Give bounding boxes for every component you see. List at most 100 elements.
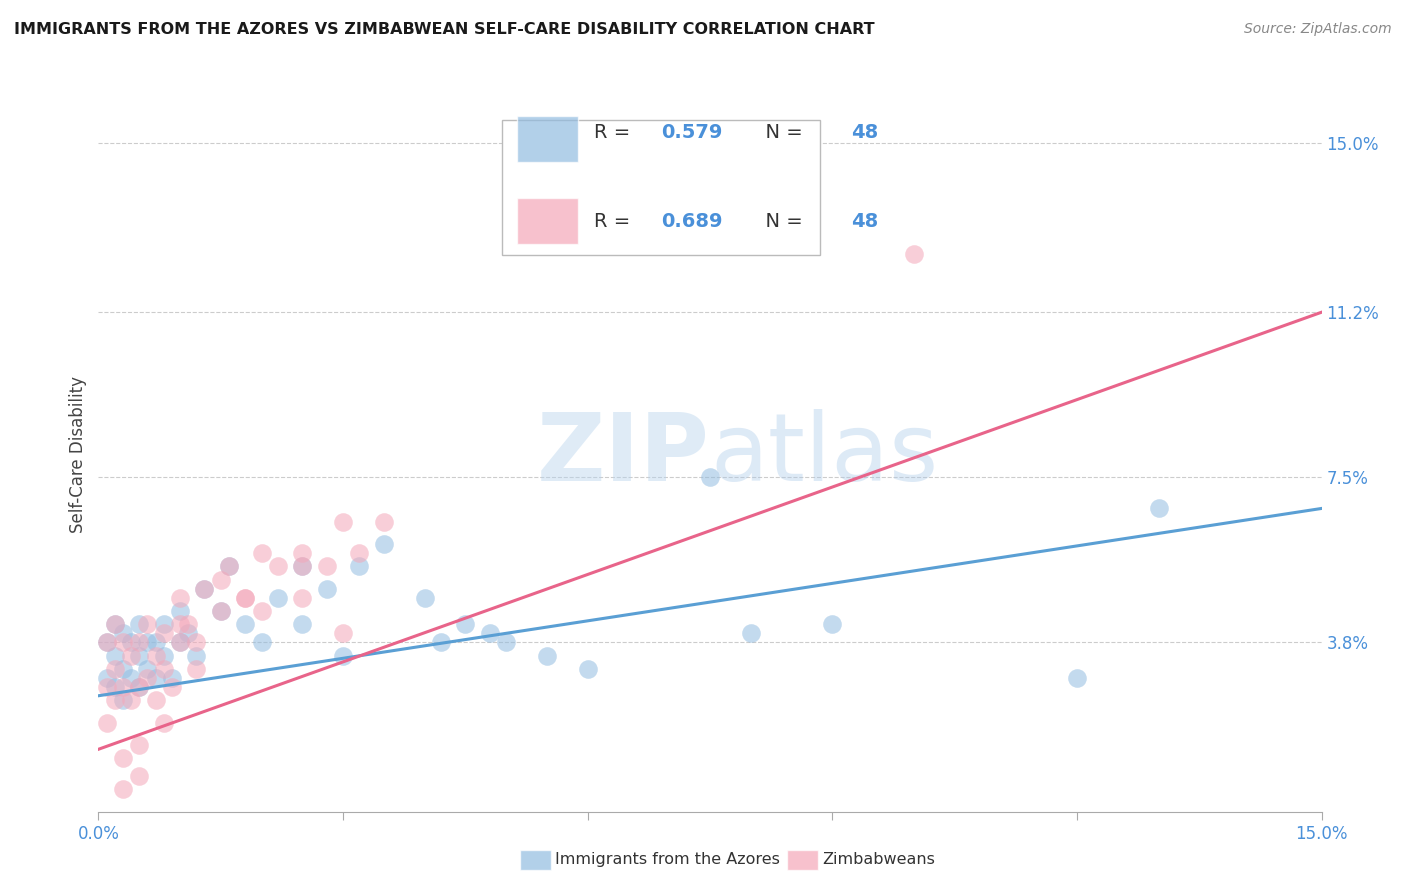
Point <box>495 635 517 649</box>
Point <box>349 559 371 574</box>
Point <box>104 617 127 632</box>
Point <box>536 648 558 663</box>
Point <box>128 680 150 694</box>
Point <box>160 671 183 685</box>
Point <box>104 680 127 694</box>
Text: ZIP: ZIP <box>537 409 710 501</box>
Point <box>740 626 762 640</box>
Point <box>177 626 200 640</box>
Point <box>136 635 159 649</box>
Point <box>96 680 118 694</box>
Point <box>373 537 395 551</box>
Point <box>152 715 174 730</box>
Text: Source: ZipAtlas.com: Source: ZipAtlas.com <box>1244 22 1392 37</box>
Point <box>160 680 183 694</box>
Point <box>169 591 191 605</box>
Point <box>145 648 167 663</box>
Point <box>193 582 215 596</box>
Point <box>576 662 599 676</box>
Text: IMMIGRANTS FROM THE AZORES VS ZIMBABWEAN SELF-CARE DISABILITY CORRELATION CHART: IMMIGRANTS FROM THE AZORES VS ZIMBABWEAN… <box>14 22 875 37</box>
Point <box>104 617 127 632</box>
Point <box>136 671 159 685</box>
Text: N =: N = <box>752 211 808 231</box>
Point <box>478 626 501 640</box>
Point <box>349 546 371 560</box>
Point <box>903 247 925 261</box>
Point <box>169 617 191 632</box>
Point <box>111 680 134 694</box>
Point <box>209 604 232 618</box>
Point <box>315 582 337 596</box>
Point <box>267 591 290 605</box>
Text: 0.579: 0.579 <box>661 122 723 142</box>
Text: R =: R = <box>593 122 637 142</box>
Point <box>186 648 208 663</box>
Point <box>315 559 337 574</box>
Point <box>96 671 118 685</box>
Point <box>250 635 273 649</box>
Point <box>699 470 721 484</box>
Point <box>145 671 167 685</box>
Point <box>111 751 134 765</box>
Point <box>128 680 150 694</box>
Point <box>128 635 150 649</box>
Point <box>413 591 436 605</box>
Point <box>104 662 127 676</box>
Point <box>1066 671 1088 685</box>
Point <box>128 769 150 783</box>
Point <box>128 738 150 752</box>
Point <box>111 782 134 797</box>
Point <box>332 626 354 640</box>
Point <box>1147 501 1170 516</box>
Y-axis label: Self-Care Disability: Self-Care Disability <box>69 376 87 533</box>
Point <box>218 559 240 574</box>
Point <box>120 693 142 707</box>
Point <box>96 635 118 649</box>
Point <box>128 648 150 663</box>
Point <box>145 635 167 649</box>
Point <box>291 591 314 605</box>
Text: Zimbabweans: Zimbabweans <box>823 853 935 867</box>
Point <box>120 648 142 663</box>
Point <box>332 648 354 663</box>
Point <box>111 635 134 649</box>
Point <box>291 559 314 574</box>
Text: 48: 48 <box>851 211 877 231</box>
Text: N =: N = <box>752 122 808 142</box>
Point <box>209 573 232 587</box>
Point <box>128 617 150 632</box>
Point <box>250 604 273 618</box>
Point <box>267 559 290 574</box>
Point <box>120 671 142 685</box>
Point <box>177 617 200 632</box>
FancyBboxPatch shape <box>502 120 820 255</box>
Point <box>120 635 142 649</box>
Point <box>291 617 314 632</box>
Point <box>186 635 208 649</box>
Point <box>233 591 256 605</box>
Point <box>136 617 159 632</box>
Text: atlas: atlas <box>710 409 938 501</box>
Point <box>291 559 314 574</box>
Point <box>152 617 174 632</box>
Point <box>250 546 273 560</box>
Point <box>209 604 232 618</box>
Point <box>145 693 167 707</box>
Point <box>291 546 314 560</box>
Point <box>96 635 118 649</box>
Text: R =: R = <box>593 211 637 231</box>
Point <box>373 515 395 529</box>
Text: Immigrants from the Azores: Immigrants from the Azores <box>555 853 780 867</box>
Point <box>104 693 127 707</box>
Point <box>193 582 215 596</box>
Point <box>454 617 477 632</box>
Point <box>111 662 134 676</box>
Point <box>233 617 256 632</box>
Point <box>186 662 208 676</box>
Point <box>169 635 191 649</box>
Point <box>169 635 191 649</box>
Point <box>152 626 174 640</box>
Text: 0.689: 0.689 <box>661 211 723 231</box>
Point <box>111 626 134 640</box>
Point <box>821 617 844 632</box>
